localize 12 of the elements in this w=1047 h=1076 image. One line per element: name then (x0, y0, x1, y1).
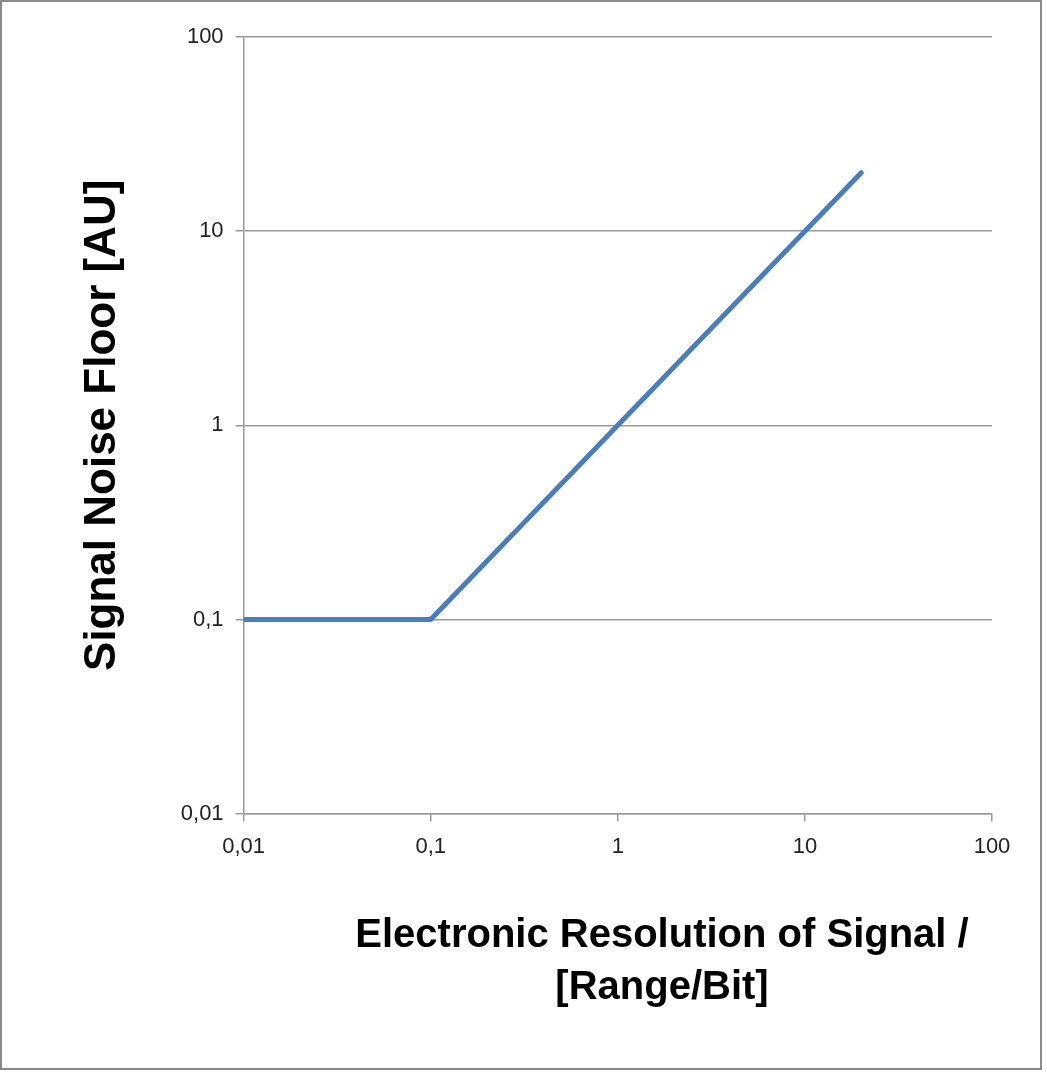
y-tick-label: 1 (211, 411, 224, 437)
x-tick-label: 1 (611, 832, 624, 858)
y-tick-label: 100 (186, 23, 224, 49)
y-tick-label: 0,1 (193, 605, 224, 631)
x-tick-label: 100 (973, 832, 1011, 858)
y-tick-label: 0,01 (180, 799, 224, 825)
x-tick-label: 0,1 (415, 832, 447, 858)
x-axis-title: Electronic Resolution of Signal / [Range/Bit] (354, 910, 970, 1009)
x-tick-label: 10 (792, 832, 818, 858)
y-axis-title: Signal Noise Floor [AU] (74, 179, 124, 671)
x-tick-label: 0,01 (222, 832, 266, 858)
y-tick-label: 10 (199, 217, 224, 243)
